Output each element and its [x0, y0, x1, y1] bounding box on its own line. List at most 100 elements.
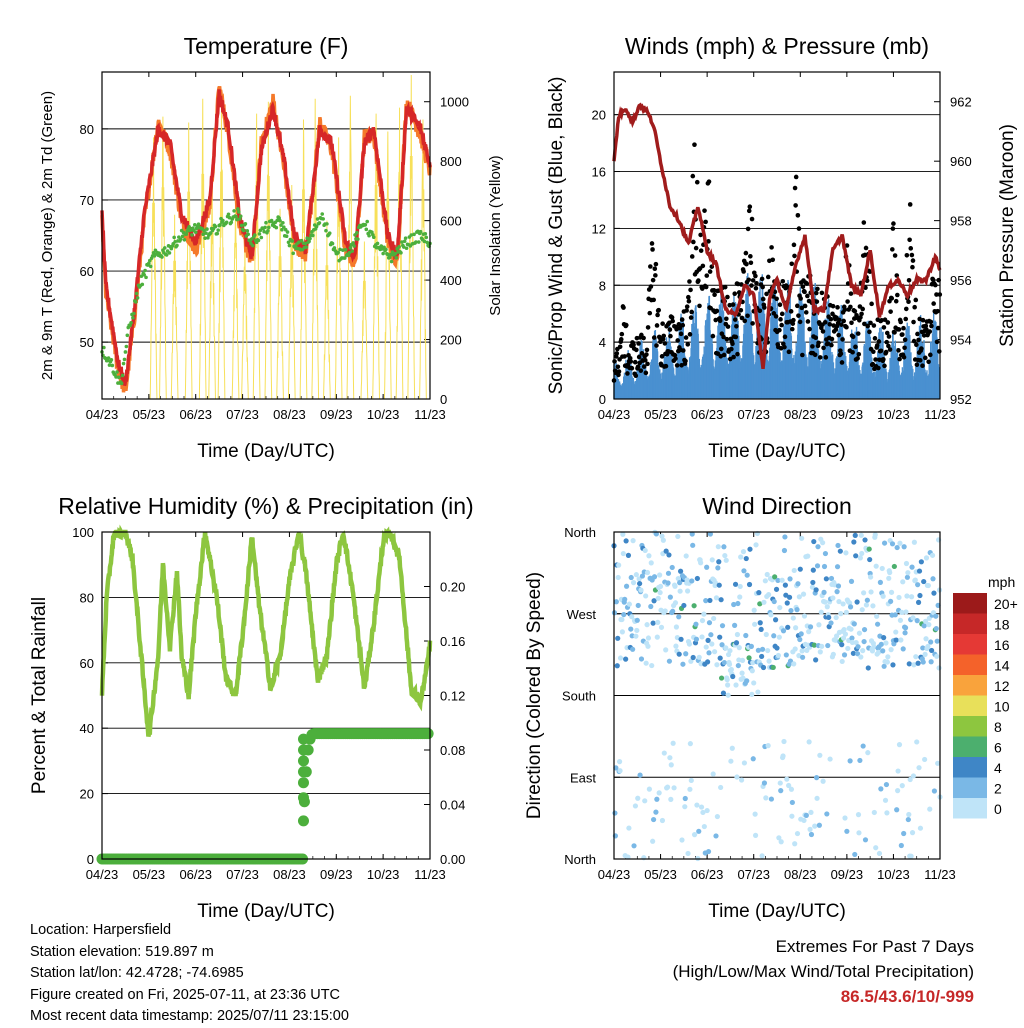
direction-point — [653, 531, 659, 537]
direction-point — [813, 657, 819, 663]
gust-point — [750, 278, 756, 283]
y-tick-label: 4 — [599, 335, 606, 350]
direction-point — [671, 785, 677, 791]
direction-point — [797, 636, 803, 643]
direction-point — [662, 608, 668, 614]
gust-point — [652, 266, 658, 271]
dewpoint-point — [324, 228, 328, 233]
gust-point — [782, 334, 788, 340]
gust-point — [850, 349, 855, 355]
gust-point — [645, 325, 651, 330]
dewpoint-point — [196, 222, 201, 226]
extremes-title: Extremes For Past 7 Days — [775, 937, 974, 956]
dewpoint-point — [107, 363, 112, 367]
dewpoint-point — [131, 316, 135, 320]
direction-point — [722, 552, 728, 559]
direction-point — [921, 578, 927, 585]
direction-point — [906, 661, 912, 667]
direction-point — [934, 653, 940, 659]
gust-point — [842, 307, 848, 312]
direction-point — [861, 638, 867, 645]
direction-point — [854, 599, 860, 605]
y-tick-label: 100 — [72, 525, 94, 540]
direction-point — [916, 568, 923, 574]
gust-point — [903, 306, 909, 312]
gust-point — [725, 294, 730, 300]
gust-point — [896, 348, 901, 353]
direction-point — [717, 655, 723, 661]
direction-point — [933, 625, 939, 632]
direction-point — [834, 564, 841, 570]
direction-point — [894, 544, 900, 551]
gust-point — [904, 253, 910, 258]
gust-point — [874, 343, 880, 348]
gust-point — [759, 276, 765, 282]
dewpoint-point — [178, 237, 183, 241]
solar-spike — [311, 98, 320, 400]
direction-point — [821, 563, 828, 570]
gust-point — [641, 335, 646, 341]
dewpoint-point — [187, 224, 191, 229]
gust-point — [928, 352, 933, 358]
direction-point — [773, 586, 780, 592]
direction-point — [871, 809, 877, 816]
dewpoint-point — [109, 357, 114, 362]
gust-point — [936, 349, 942, 354]
gust-point — [621, 305, 626, 310]
dewpoint-point — [125, 333, 130, 338]
dewpoint-point — [202, 228, 206, 233]
gust-point — [790, 321, 796, 326]
dewpoint-point — [409, 233, 414, 237]
solar-spike — [334, 137, 343, 400]
dewpoint-point — [381, 251, 385, 256]
direction-point — [912, 577, 918, 583]
dewpoint-point — [336, 250, 340, 255]
x-tick-label: 06/23 — [691, 867, 724, 882]
y-tick-label: South — [562, 689, 596, 704]
direction-point — [852, 851, 858, 858]
direction-point — [807, 624, 814, 630]
x-axis-label: Time (Day/UTC) — [708, 441, 846, 462]
direction-point — [857, 555, 863, 561]
direction-point — [677, 588, 683, 594]
direction-point — [800, 654, 806, 660]
direction-point — [724, 677, 730, 683]
legend-swatch — [953, 613, 987, 634]
dewpoint-point — [147, 261, 151, 266]
direction-point — [872, 532, 878, 538]
direction-point — [906, 811, 912, 818]
gust-point — [908, 246, 914, 251]
direction-point — [883, 781, 890, 788]
dewpoint-point — [321, 217, 325, 221]
direction-point — [860, 743, 866, 749]
y2-tick-label: 962 — [950, 95, 972, 110]
direction-point — [629, 614, 635, 620]
y-axis-label: Sonic/Prop Wind & Gust (Blue, Black) — [546, 77, 567, 395]
dewpoint-point — [215, 231, 220, 236]
solar-spike — [346, 95, 355, 400]
gust-point — [702, 208, 707, 213]
direction-point — [902, 625, 909, 631]
gust-point — [684, 304, 690, 309]
x-tick-label: 04/23 — [598, 867, 631, 882]
plot-frame — [613, 71, 941, 400]
gust-point — [916, 337, 921, 343]
direction-point — [653, 809, 659, 815]
direction-point — [693, 636, 700, 642]
dewpoint-point — [114, 375, 118, 379]
direction-point — [853, 639, 859, 646]
direction-point — [826, 614, 832, 621]
gust-point — [673, 356, 678, 361]
direction-point — [678, 636, 684, 642]
gust-point — [687, 332, 693, 337]
gust-point — [722, 284, 728, 290]
direction-point — [727, 648, 733, 654]
direction-point — [696, 828, 702, 834]
direction-point — [635, 795, 641, 801]
direction-point — [920, 659, 926, 665]
dewpoint-point — [375, 241, 380, 246]
dewpoint-point — [144, 275, 148, 280]
gust-point — [898, 319, 903, 325]
direction-point — [922, 618, 929, 624]
chart-title: Relative Humidity (%) & Precipitation (i… — [58, 493, 473, 519]
